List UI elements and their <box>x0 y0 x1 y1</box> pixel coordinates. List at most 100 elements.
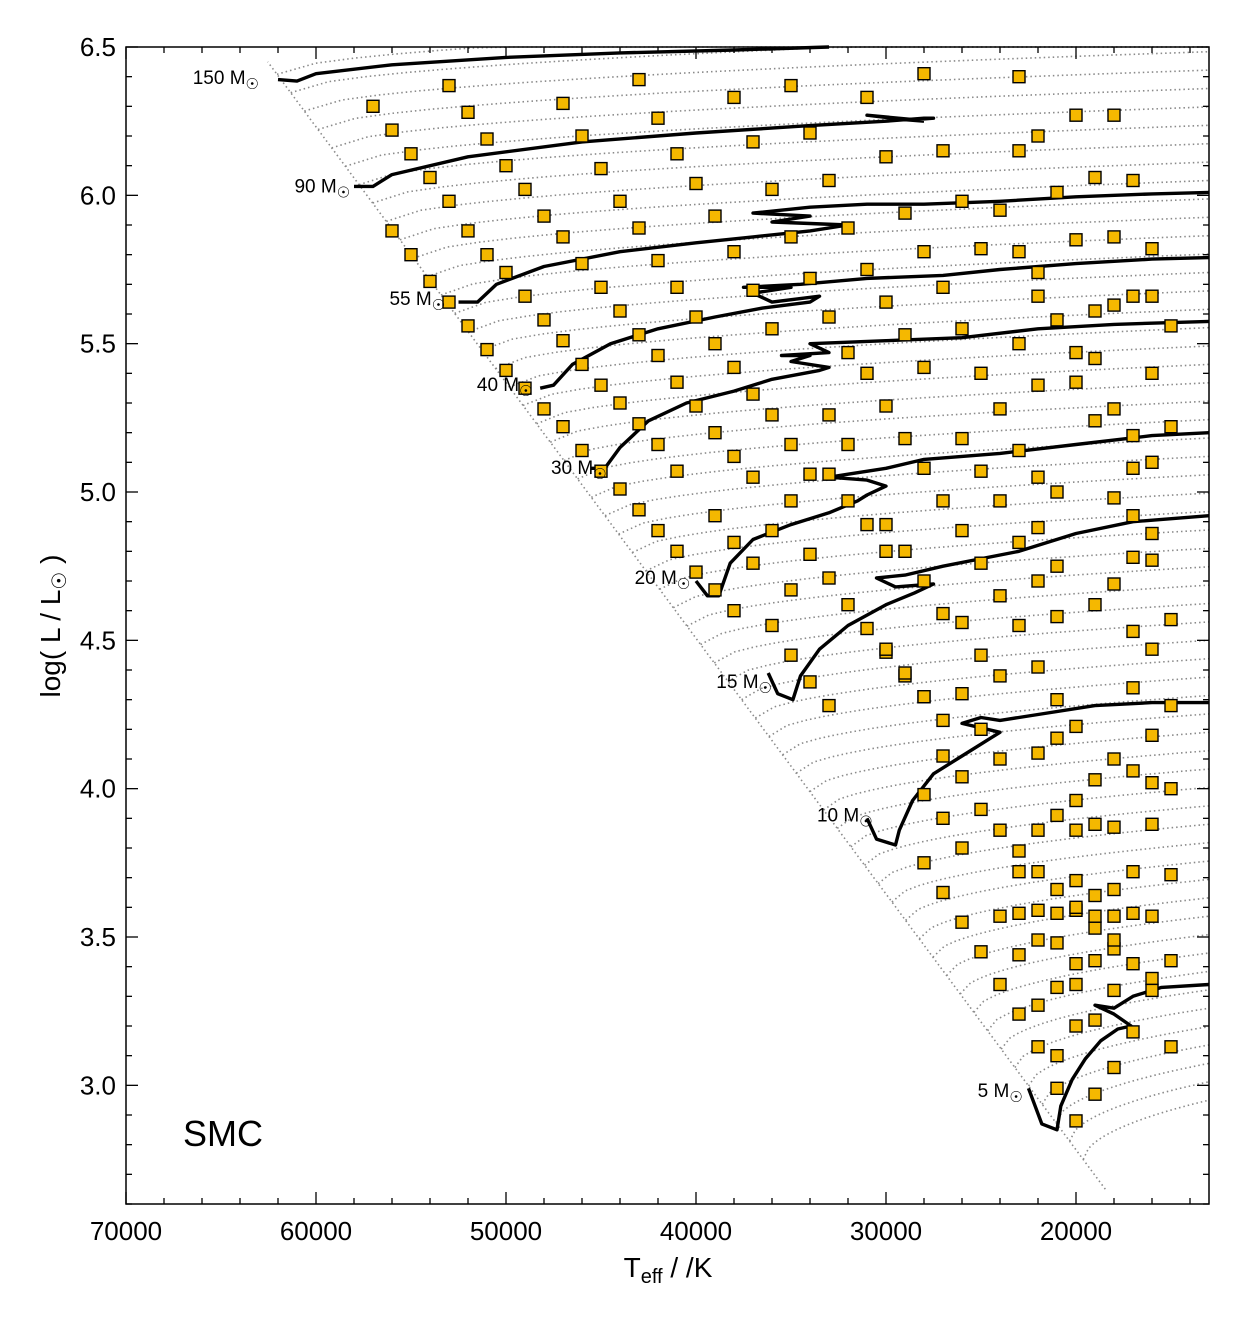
model-track <box>946 915 1210 977</box>
star-marker <box>898 431 912 446</box>
star-marker <box>404 247 418 262</box>
star-marker <box>1031 265 1045 280</box>
star-marker <box>689 310 703 324</box>
star-marker <box>1088 773 1102 787</box>
star-marker <box>1031 903 1045 917</box>
star-marker <box>1069 900 1083 914</box>
star-marker <box>993 589 1007 603</box>
model-track <box>932 897 1210 958</box>
model-track <box>795 713 1210 774</box>
model-track <box>290 46 1209 94</box>
star-marker <box>594 161 608 176</box>
star-marker <box>1031 865 1045 879</box>
star-marker <box>423 170 437 185</box>
y-tick-label: 5.5 <box>80 329 116 359</box>
star-marker <box>499 265 513 280</box>
star-marker <box>746 135 760 149</box>
star-marker <box>1126 681 1140 695</box>
star-marker <box>974 802 988 817</box>
star-marker <box>1069 719 1083 734</box>
star-marker <box>385 224 399 238</box>
star-marker <box>651 111 665 125</box>
star-marker <box>1050 731 1064 745</box>
star-marker <box>1012 443 1026 458</box>
star-marker <box>1107 752 1121 766</box>
mass-tracks <box>277 45 1210 1132</box>
model-track <box>468 271 1210 333</box>
mass-track <box>766 514 1210 702</box>
star-marker <box>746 387 760 401</box>
star-marker <box>993 909 1007 923</box>
star-marker <box>1031 746 1045 760</box>
star-marker <box>746 556 760 570</box>
star-marker <box>1050 609 1064 624</box>
star-marker <box>556 96 570 111</box>
star-marker <box>1050 185 1064 200</box>
star-marker <box>1107 577 1121 591</box>
star-marker <box>1031 574 1045 588</box>
x-tick-label: 70000 <box>90 1216 162 1246</box>
star-marker <box>727 604 741 618</box>
star-marker <box>1069 1114 1083 1128</box>
star-marker <box>518 182 532 197</box>
star-marker <box>822 408 836 422</box>
star-marker <box>1069 375 1083 389</box>
star-marker <box>898 544 912 558</box>
star-marker <box>1069 1019 1083 1033</box>
mass-labels: 150 M☉ 90 M☉ 55 M☉ 40 M☉ 30 M☉ 20 M☉ 15 M☉ 10 M… <box>193 68 1023 1106</box>
mass-track-label: 30 M☉ <box>551 458 607 483</box>
star-marker <box>1145 289 1159 303</box>
star-marker <box>708 209 722 223</box>
star-marker <box>955 523 969 538</box>
star-marker <box>632 72 646 87</box>
star-marker <box>1069 823 1083 837</box>
star-marker <box>442 78 456 93</box>
model-track <box>686 566 1210 627</box>
star-marker <box>841 494 855 508</box>
star-marker <box>841 598 855 612</box>
star-marker <box>1050 485 1064 499</box>
star-marker <box>670 464 684 478</box>
star-marker <box>765 523 779 538</box>
star-marker <box>803 126 817 140</box>
star-marker <box>727 90 741 105</box>
model-track <box>1000 989 1210 1050</box>
star-marker <box>1031 823 1045 837</box>
star-marker <box>1145 526 1159 541</box>
y-tick-label: 4.0 <box>80 774 116 804</box>
star-marker <box>974 464 988 478</box>
star-marker <box>1088 888 1102 903</box>
x-tick-label: 20000 <box>1040 1216 1112 1246</box>
star-marker <box>689 399 703 413</box>
star-marker <box>803 547 817 561</box>
star-marker <box>917 66 931 81</box>
model-grid-tracks <box>267 46 1210 1190</box>
star-marker <box>860 262 874 277</box>
star-marker <box>1069 233 1083 247</box>
star-marker <box>1088 1013 1102 1027</box>
star-marker <box>1107 983 1121 998</box>
model-track <box>1027 1025 1210 1087</box>
star-marker <box>879 642 893 656</box>
star-marker <box>575 256 589 271</box>
star-marker <box>1126 865 1140 879</box>
y-tick-label: 5.0 <box>80 477 116 507</box>
star-marker <box>1088 414 1102 428</box>
star-marker <box>917 574 931 588</box>
star-marker <box>651 253 665 268</box>
star-marker <box>917 856 931 870</box>
star-marker <box>613 396 627 410</box>
star-marker <box>822 698 836 713</box>
star-marker <box>1126 906 1140 920</box>
model-track <box>522 345 1210 407</box>
star-marker <box>955 915 969 929</box>
star-marker <box>1164 612 1178 627</box>
y-tick-label: 6.5 <box>80 32 116 62</box>
star-marker <box>594 378 608 392</box>
model-track <box>850 786 1210 848</box>
star-marker <box>404 147 418 161</box>
star-marker <box>1164 954 1178 968</box>
star-marker <box>822 310 836 324</box>
model-track <box>905 860 1210 922</box>
